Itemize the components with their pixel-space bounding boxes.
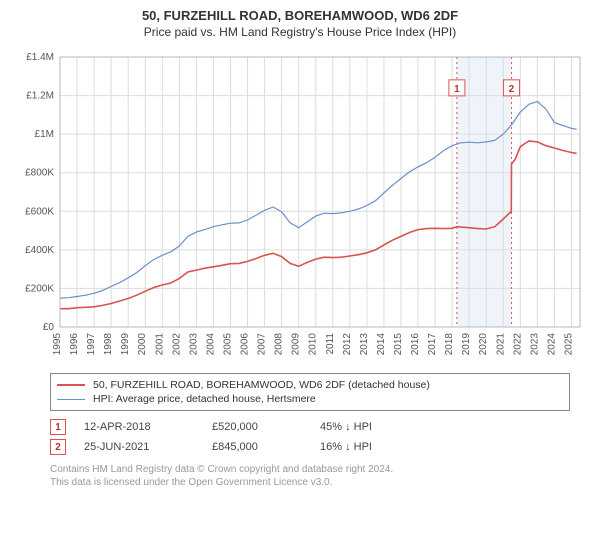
sales-date: 25-JUN-2021: [84, 441, 194, 453]
svg-text:2010: 2010: [308, 333, 319, 356]
svg-text:1998: 1998: [103, 333, 114, 356]
svg-text:2003: 2003: [188, 333, 199, 356]
footer-line-1: Contains HM Land Registry data © Crown c…: [50, 463, 570, 476]
svg-text:1995: 1995: [52, 333, 63, 356]
legend-item: HPI: Average price, detached house, Hert…: [57, 392, 563, 406]
sales-table: 1 12-APR-2018 £520,000 45% ↓ HPI 2 25-JUN-202…: [50, 417, 570, 457]
svg-text:£1.2M: £1.2M: [26, 91, 54, 102]
svg-text:2007: 2007: [257, 333, 268, 356]
svg-text:2008: 2008: [274, 333, 285, 356]
sales-marker: 1: [50, 419, 66, 435]
svg-text:2006: 2006: [240, 333, 251, 356]
svg-text:2000: 2000: [137, 333, 148, 356]
svg-text:£600K: £600K: [25, 206, 54, 217]
legend: 50, FURZEHILL ROAD, BOREHAMWOOD, WD6 2DF…: [50, 373, 570, 411]
svg-text:£400K: £400K: [25, 245, 54, 256]
chart-container: 50, FURZEHILL ROAD, BOREHAMWOOD, WD6 2DF…: [0, 0, 600, 560]
svg-text:2017: 2017: [427, 333, 438, 356]
sales-price: £520,000: [212, 421, 302, 433]
sales-diff: 16% ↓ HPI: [320, 441, 410, 453]
chart-plot: £0 £200K £400K £600K £800K £1M £1.2M £1.4M 1995 1…: [10, 47, 590, 367]
sales-price: £845,000: [212, 441, 302, 453]
svg-text:£1.4M: £1.4M: [26, 52, 54, 63]
sales-date: 12-APR-2018: [84, 421, 194, 433]
svg-text:1996: 1996: [69, 333, 80, 356]
legend-label: 50, FURZEHILL ROAD, BOREHAMWOOD, WD6 2DF…: [93, 379, 430, 391]
svg-text:2020: 2020: [478, 333, 489, 356]
svg-text:1: 1: [454, 84, 460, 95]
svg-text:1999: 1999: [120, 333, 131, 356]
sales-marker: 2: [50, 439, 66, 455]
svg-text:2021: 2021: [495, 333, 506, 356]
svg-text:2012: 2012: [342, 333, 353, 356]
svg-text:2004: 2004: [205, 333, 216, 356]
svg-text:2023: 2023: [529, 333, 540, 356]
svg-text:2013: 2013: [359, 333, 370, 356]
sales-row: 1 12-APR-2018 £520,000 45% ↓ HPI: [50, 417, 570, 437]
svg-text:2022: 2022: [512, 333, 523, 356]
svg-text:2011: 2011: [325, 333, 336, 355]
svg-text:2001: 2001: [154, 333, 165, 356]
svg-text:£0: £0: [43, 322, 55, 333]
svg-text:2019: 2019: [461, 333, 472, 356]
svg-text:£1M: £1M: [35, 129, 54, 140]
legend-item: 50, FURZEHILL ROAD, BOREHAMWOOD, WD6 2DF…: [57, 378, 563, 392]
svg-text:2014: 2014: [376, 333, 387, 356]
svg-text:2009: 2009: [291, 333, 302, 356]
svg-text:£800K: £800K: [25, 168, 54, 179]
svg-text:2015: 2015: [393, 333, 404, 356]
legend-label: HPI: Average price, detached house, Hert…: [93, 393, 316, 405]
svg-text:2: 2: [509, 84, 515, 95]
footer-line-2: This data is licensed under the Open Gov…: [50, 476, 570, 489]
sales-diff: 45% ↓ HPI: [320, 421, 410, 433]
chart-svg: £0 £200K £400K £600K £800K £1M £1.2M £1.4M 1995 1…: [10, 47, 590, 367]
svg-text:1997: 1997: [86, 333, 97, 356]
chart-subtitle: Price paid vs. HM Land Registry's House …: [10, 25, 590, 39]
svg-text:2002: 2002: [171, 333, 182, 356]
chart-title: 50, FURZEHILL ROAD, BOREHAMWOOD, WD6 2DF: [10, 8, 590, 23]
svg-text:2024: 2024: [546, 333, 557, 356]
sales-row: 2 25-JUN-2021 £845,000 16% ↓ HPI: [50, 437, 570, 457]
footer-attribution: Contains HM Land Registry data © Crown c…: [50, 463, 570, 489]
svg-text:£200K: £200K: [25, 283, 54, 294]
legend-swatch: [57, 399, 85, 400]
svg-text:2016: 2016: [410, 333, 421, 356]
svg-text:2025: 2025: [563, 333, 574, 356]
legend-swatch: [57, 384, 85, 386]
svg-text:2018: 2018: [444, 333, 455, 356]
svg-text:2005: 2005: [222, 333, 233, 356]
